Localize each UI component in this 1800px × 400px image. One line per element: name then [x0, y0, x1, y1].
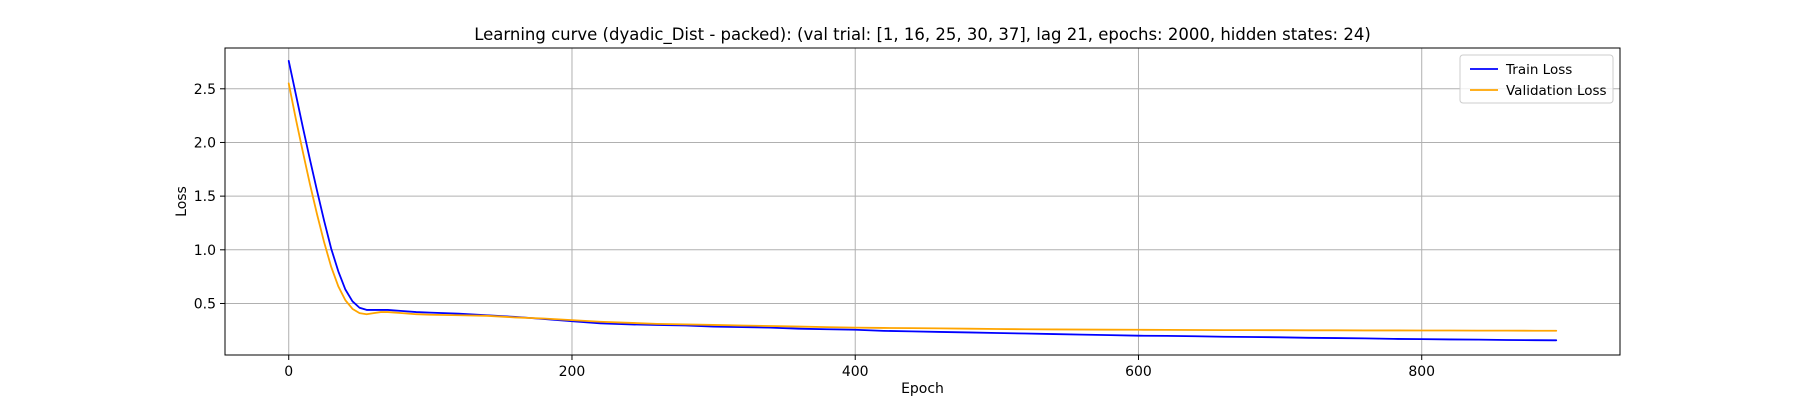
x-tick-label: 0 — [284, 364, 293, 380]
series-line-train-loss — [287, 59, 1558, 342]
y-axis-label: Loss — [174, 186, 190, 217]
x-tick-label: 400 — [842, 364, 869, 380]
legend-label-validation-loss: Validation Loss — [1506, 83, 1607, 99]
x-tick-label: 600 — [1125, 364, 1152, 380]
chart-title: Learning curve (dyadic_Dist - packed): (… — [474, 25, 1371, 45]
plot-frame — [224, 47, 1621, 356]
x-tick-label: 800 — [1408, 364, 1435, 380]
grid-layer — [225, 48, 1620, 355]
legend: Train Loss Validation Loss — [1459, 54, 1614, 104]
y-tick-label: 1.0 — [194, 243, 216, 259]
series-layer — [287, 59, 1558, 342]
y-tick-label: 1.5 — [194, 189, 216, 205]
y-tick-label: 2.0 — [194, 135, 216, 151]
legend-label-train-loss: Train Loss — [1505, 62, 1572, 78]
x-axis-label: Epoch — [901, 381, 944, 397]
x-tick-label: 200 — [559, 364, 586, 380]
y-tick-label: 0.5 — [194, 296, 216, 312]
legend-box — [1459, 54, 1614, 104]
tick-layer: 0 200 400 600 800 0.5 1.0 1.5 2.0 2.5 — [194, 82, 1435, 380]
y-tick-label: 2.5 — [194, 82, 216, 98]
series-line-validation-loss — [287, 82, 1558, 332]
